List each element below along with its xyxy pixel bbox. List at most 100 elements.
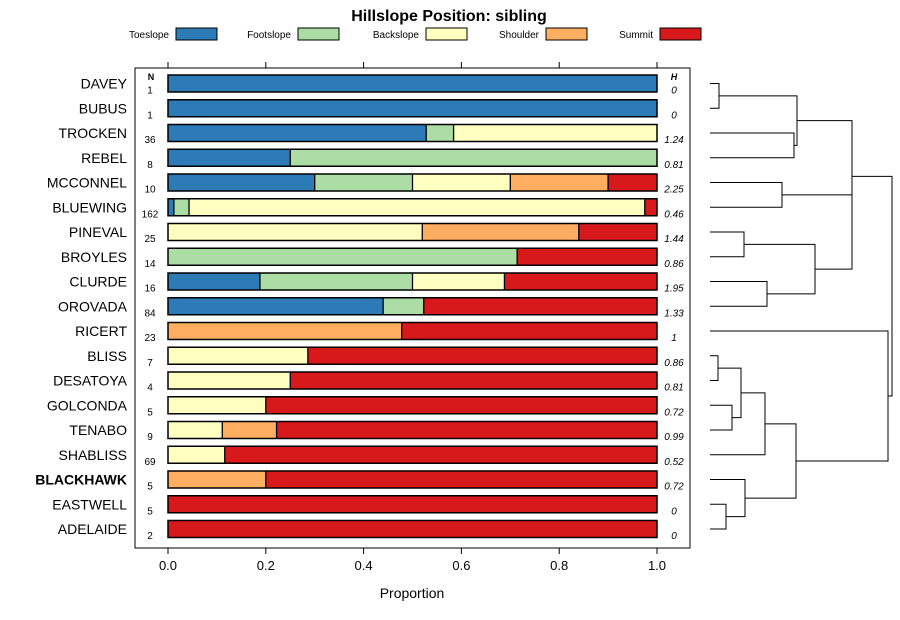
legend-swatch-toeslope	[175, 27, 218, 41]
bar-outline	[167, 222, 658, 242]
n-value: 162	[142, 209, 159, 220]
bar-segment-toeslope	[168, 99, 657, 117]
bar-outline	[167, 74, 658, 93]
n-value: 2	[147, 531, 153, 542]
legend-label-backslope: Backslope	[373, 30, 420, 41]
bar-segment-backslope	[412, 273, 505, 290]
bar-row-desatoya: DESATOYA 4 0.81	[53, 371, 684, 394]
bar-segment-footslope	[426, 124, 454, 142]
bar-segment-summit	[608, 174, 657, 191]
n-value: 5	[147, 506, 153, 517]
dendrogram-branch	[710, 404, 733, 431]
category-label: OROVADA	[58, 298, 128, 314]
dendrogram-branch	[710, 392, 766, 456]
h-value: 0.81	[664, 160, 683, 171]
category-label: CLURDE	[69, 274, 127, 290]
h-value: 0.52	[664, 457, 684, 468]
bar-outline	[167, 495, 658, 514]
bar-row-tenabo: TENABO 9 0.99	[69, 420, 684, 443]
n-value: 1	[147, 86, 153, 97]
bar-outline	[167, 519, 658, 539]
legend-swatch-backslope	[425, 27, 468, 41]
bar-outline	[167, 321, 658, 341]
bar-segment-backslope	[168, 396, 266, 414]
bar-segment-summit	[504, 273, 657, 290]
h-column-header: H	[671, 72, 678, 82]
h-value: 1.44	[664, 234, 684, 245]
bar-outline	[167, 173, 658, 192]
x-tick-label: 0.6	[452, 558, 470, 573]
bar-outline	[167, 123, 658, 143]
chart-title: Hillslope Position: sibling	[351, 8, 547, 25]
bar-segment-toeslope	[168, 149, 291, 167]
dendrogram-branch	[710, 182, 783, 208]
bar-segment-footslope	[168, 248, 518, 266]
h-value: 0.99	[664, 432, 684, 443]
dendrogram-branch	[718, 367, 742, 419]
bar-segment-shoulder	[168, 471, 266, 488]
bar-row-bliss: BLISS 7 0.86	[87, 346, 684, 369]
n-value: 10	[144, 185, 156, 196]
h-value: 0.81	[664, 383, 683, 394]
n-value: 7	[147, 358, 153, 369]
bar-outline	[167, 247, 658, 266]
bar-segment-summit	[276, 421, 657, 439]
plot-frame-ticks	[167, 62, 658, 68]
bar-segment-summit	[290, 372, 657, 389]
n-value: 5	[147, 482, 153, 493]
bar-row-bluewing: BLUEWING 162 0.46	[52, 198, 684, 220]
dendrogram-branch	[710, 355, 719, 381]
h-value: 0	[671, 110, 677, 121]
h-value: 0.86	[664, 358, 684, 369]
bar-segment-backslope	[168, 372, 291, 389]
x-axis: 0.0 0.2 0.4 0.6 0.8 1.0	[159, 548, 666, 573]
bar-row-rebel: REBEL 8 0.81	[81, 148, 684, 171]
bar-segment-summit	[578, 223, 657, 241]
bar-segment-toeslope	[168, 198, 174, 216]
legend-swatch-shoulder	[545, 27, 588, 41]
dendrogram	[710, 83, 893, 530]
bar-segment-backslope	[412, 174, 511, 191]
category-label: TROCKEN	[59, 125, 127, 141]
h-value: 0.86	[664, 259, 684, 270]
h-value: 1.95	[664, 284, 684, 295]
bar-segment-shoulder	[222, 421, 277, 439]
bar-segment-summit	[168, 495, 657, 513]
bar-outline	[167, 470, 658, 489]
bar-outline	[167, 272, 658, 291]
h-value: 1	[671, 333, 677, 344]
category-label: BROYLES	[61, 249, 127, 265]
bar-outline	[167, 371, 658, 390]
bar-outline	[167, 297, 658, 316]
bar-segment-summit	[401, 322, 657, 340]
bar-segment-shoulder	[168, 322, 402, 340]
bar-outline	[167, 99, 658, 118]
dendrogram-branch	[852, 175, 893, 397]
n-value: 14	[144, 259, 156, 270]
bar-outline	[167, 346, 658, 365]
bar-segment-toeslope	[168, 273, 260, 290]
bar-row-mcconnel: MCCONNEL 10 2.25	[47, 173, 684, 196]
bar-outline	[167, 198, 658, 217]
bar-row-trocken: TROCKEN 36 1.24	[59, 123, 684, 146]
bar-segment-footslope	[173, 198, 190, 216]
dendrogram-branch	[710, 330, 889, 462]
bar-segment-toeslope	[168, 174, 315, 191]
bar-row-shabliss: SHABLISS 69 0.52	[59, 445, 684, 468]
dendrogram-branch	[797, 120, 853, 232]
category-label: SHABLISS	[59, 447, 127, 463]
n-value: 4	[147, 383, 153, 394]
dendrogram-branch	[719, 95, 798, 146]
category-label: EASTWELL	[52, 496, 127, 512]
x-tick-label: 0.8	[550, 558, 568, 573]
x-axis-label: Proportion	[380, 585, 445, 601]
h-value: 0	[671, 506, 677, 517]
bar-segment-backslope	[453, 124, 657, 142]
dendrogram-branch	[710, 503, 727, 530]
bar-segment-backslope	[189, 198, 645, 216]
bar-segment-footslope	[383, 297, 424, 315]
category-label: BLUEWING	[52, 199, 127, 215]
bar-segment-backslope	[168, 347, 308, 365]
bar-segment-shoulder	[422, 223, 579, 241]
